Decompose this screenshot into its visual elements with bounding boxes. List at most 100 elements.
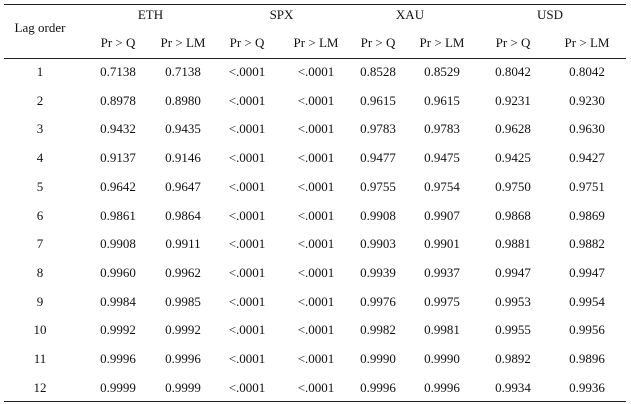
value-cell: 0.9896 bbox=[569, 351, 605, 366]
value-cell: 0.9992 bbox=[100, 322, 136, 338]
bottom-rule bbox=[4, 401, 626, 402]
value-cell: 0.9981 bbox=[424, 322, 460, 338]
value-cell: 0.9755 bbox=[360, 178, 396, 194]
value-cell: 0.9990 bbox=[360, 351, 396, 366]
value-cell: 0.9861 bbox=[100, 207, 136, 223]
value-cell: <.0001 bbox=[228, 150, 266, 166]
value-cell: 0.8529 bbox=[424, 64, 460, 79]
value-cell: 0.9996 bbox=[100, 351, 136, 366]
value-cell: <.0001 bbox=[228, 178, 266, 194]
sub-header: Pr > Q bbox=[360, 35, 396, 50]
value-cell: 0.9427 bbox=[569, 150, 605, 166]
value-cell: 0.9881 bbox=[495, 236, 531, 252]
value-cell: 0.9432 bbox=[100, 121, 136, 137]
value-cell: 0.9901 bbox=[424, 236, 460, 252]
value-cell: 0.9864 bbox=[165, 207, 201, 223]
value-cell: 0.9477 bbox=[360, 150, 396, 166]
value-cell: 0.9947 bbox=[495, 264, 531, 280]
lag-cell: 6 bbox=[36, 207, 44, 223]
lag-cell: 10 bbox=[33, 322, 47, 338]
value-cell: 0.9751 bbox=[569, 178, 605, 194]
value-cell: 0.9999 bbox=[100, 379, 136, 395]
lag-header: Lag order bbox=[14, 20, 66, 35]
value-cell: 0.9999 bbox=[165, 379, 201, 395]
value-cell: <.0001 bbox=[297, 264, 335, 280]
lag-cell: 9 bbox=[36, 293, 44, 309]
group-header: ETH bbox=[137, 7, 164, 22]
sub-header: Pr > LM bbox=[564, 35, 610, 50]
value-cell: 0.9783 bbox=[424, 121, 460, 137]
lag-cell: 2 bbox=[36, 92, 44, 108]
value-cell: <.0001 bbox=[228, 92, 266, 108]
value-cell: 0.9615 bbox=[424, 92, 460, 108]
value-cell: <.0001 bbox=[228, 207, 266, 223]
value-cell: <.0001 bbox=[228, 264, 266, 280]
value-cell: 0.9908 bbox=[360, 207, 396, 223]
value-cell: 0.9907 bbox=[424, 207, 460, 223]
lag-cell: 11 bbox=[33, 351, 47, 366]
top-rule bbox=[4, 4, 626, 5]
value-cell: 0.9425 bbox=[495, 150, 531, 166]
value-cell: 0.9230 bbox=[569, 92, 605, 108]
value-cell: 0.9882 bbox=[569, 236, 605, 252]
value-cell: 0.9231 bbox=[495, 92, 531, 108]
value-cell: <.0001 bbox=[297, 92, 335, 108]
value-cell: 0.9783 bbox=[360, 121, 396, 137]
value-cell: <.0001 bbox=[297, 178, 335, 194]
lag-cell: 12 bbox=[33, 379, 47, 395]
value-cell: <.0001 bbox=[297, 293, 335, 309]
group-header: XAU bbox=[395, 7, 425, 22]
value-cell: <.0001 bbox=[297, 207, 335, 223]
value-cell: 0.9435 bbox=[165, 121, 201, 137]
value-cell: 0.8528 bbox=[360, 64, 396, 79]
value-cell: 0.9936 bbox=[569, 379, 605, 395]
sub-header: Pr > LM bbox=[293, 35, 339, 50]
value-cell: <.0001 bbox=[297, 379, 335, 395]
value-cell: 0.9630 bbox=[569, 121, 605, 137]
value-cell: 0.9996 bbox=[165, 351, 201, 366]
value-cell: 0.9947 bbox=[569, 264, 605, 280]
value-cell: 0.9976 bbox=[360, 293, 396, 309]
value-cell: <.0001 bbox=[297, 236, 335, 252]
value-cell: 0.9892 bbox=[495, 351, 531, 366]
value-cell: <.0001 bbox=[228, 293, 266, 309]
value-cell: <.0001 bbox=[228, 379, 266, 395]
value-cell: 0.9982 bbox=[360, 322, 396, 338]
value-cell: 0.8042 bbox=[569, 64, 605, 79]
value-cell: 0.8980 bbox=[165, 92, 201, 108]
lag-cell: 7 bbox=[36, 236, 44, 252]
value-cell: 0.9956 bbox=[569, 322, 605, 338]
value-cell: <.0001 bbox=[297, 64, 335, 79]
value-cell: 0.9992 bbox=[165, 322, 201, 338]
sub-header: Pr > LM bbox=[160, 35, 206, 50]
group-header: USD bbox=[536, 7, 564, 22]
value-cell: <.0001 bbox=[228, 236, 266, 252]
sub-header: Pr > Q bbox=[229, 35, 265, 50]
value-cell: 0.8042 bbox=[495, 64, 531, 79]
value-cell: 0.9647 bbox=[165, 178, 201, 194]
value-cell: <.0001 bbox=[228, 64, 266, 79]
value-cell: 0.9137 bbox=[100, 150, 136, 166]
value-cell: 0.9869 bbox=[569, 207, 605, 223]
value-cell: <.0001 bbox=[297, 351, 335, 366]
value-cell: 0.9953 bbox=[495, 293, 531, 309]
header-rule bbox=[4, 58, 626, 59]
value-cell: 0.8978 bbox=[100, 92, 136, 108]
value-cell: <.0001 bbox=[228, 121, 266, 137]
value-cell: <.0001 bbox=[297, 121, 335, 137]
value-cell: 0.9996 bbox=[360, 379, 396, 395]
value-cell: 0.9642 bbox=[100, 178, 136, 194]
value-cell: 0.9754 bbox=[424, 178, 460, 194]
lag-cell: 4 bbox=[36, 150, 44, 166]
value-cell: 0.9628 bbox=[495, 121, 531, 137]
value-cell: 0.9934 bbox=[495, 379, 531, 395]
value-cell: 0.9939 bbox=[360, 264, 396, 280]
value-cell: 0.9911 bbox=[165, 236, 201, 252]
group-header: SPX bbox=[269, 7, 294, 22]
sub-header: Pr > LM bbox=[419, 35, 465, 50]
value-cell: 0.9146 bbox=[165, 150, 201, 166]
value-cell: 0.7138 bbox=[165, 64, 201, 79]
value-cell: 0.9903 bbox=[360, 236, 396, 252]
value-cell: 0.9750 bbox=[495, 178, 531, 194]
